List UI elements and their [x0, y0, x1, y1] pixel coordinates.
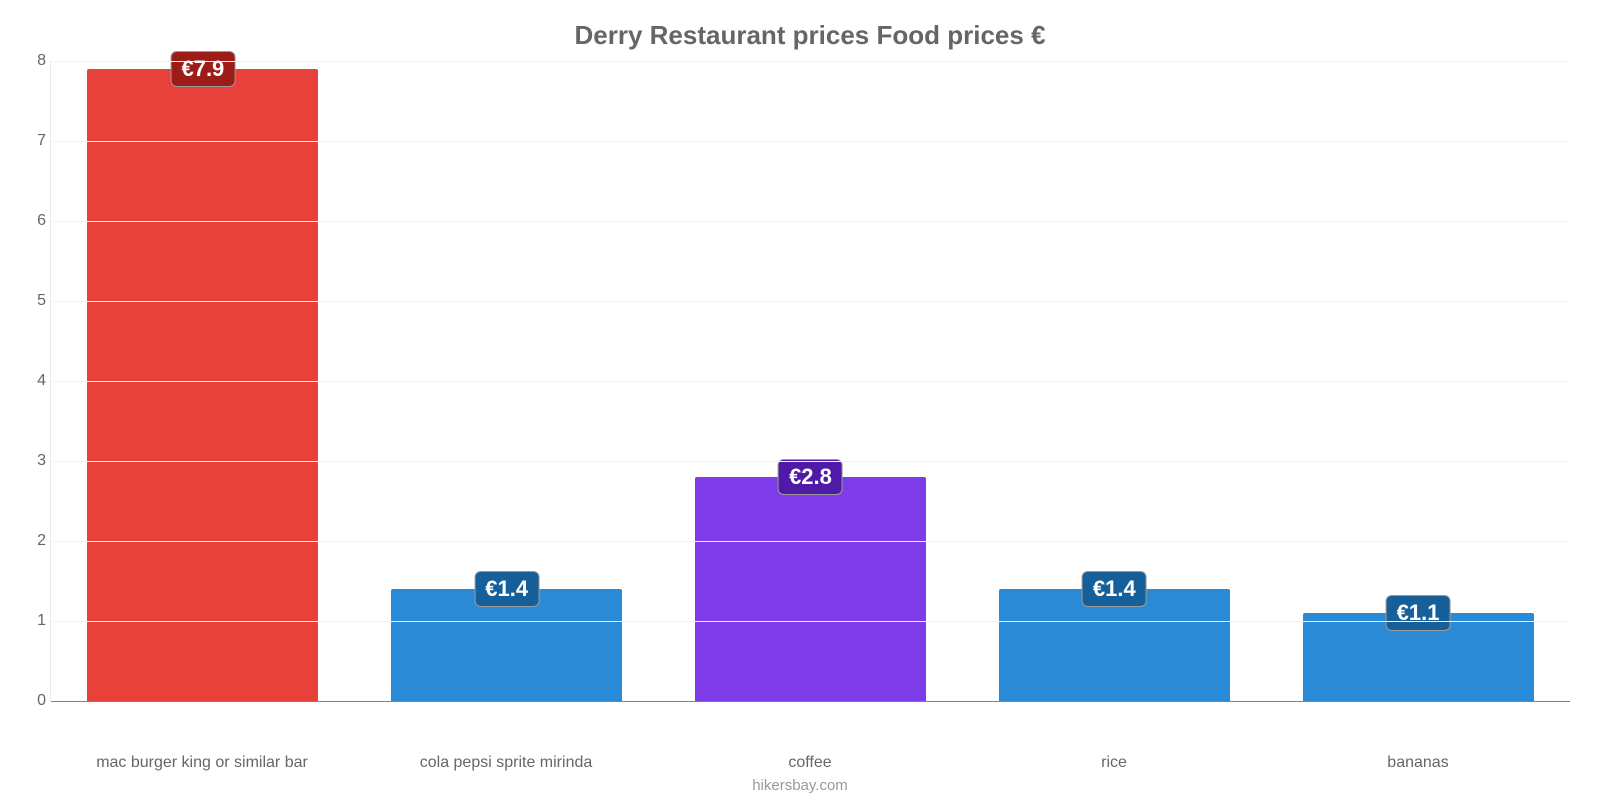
y-tick-label: 3: [21, 452, 46, 470]
gridline: [51, 61, 1570, 62]
x-tick-label: coffee: [658, 746, 962, 772]
bar: €7.9: [87, 69, 318, 701]
bar-value-label: €1.1: [1386, 595, 1451, 631]
x-tick-label: bananas: [1266, 746, 1570, 772]
y-tick-label: 6: [21, 212, 46, 230]
y-tick-label: 7: [21, 132, 46, 150]
gridline: [51, 621, 1570, 622]
bar: €1.1: [1303, 613, 1534, 701]
x-tick-label: cola pepsi sprite mirinda: [354, 746, 658, 772]
bar-value-label: €1.4: [474, 571, 539, 607]
gridline: [51, 461, 1570, 462]
plot-area: €7.9€1.4€2.8€1.4€1.1 012345678: [50, 61, 1570, 701]
x-tick-label: rice: [962, 746, 1266, 772]
gridline: [51, 381, 1570, 382]
y-tick-label: 4: [21, 372, 46, 390]
bar: €2.8: [695, 477, 926, 701]
bar-value-label: €1.4: [1082, 571, 1147, 607]
y-tick-label: 5: [21, 292, 46, 310]
gridline: [51, 221, 1570, 222]
y-tick-label: 0: [21, 692, 46, 710]
bar: €1.4: [999, 589, 1230, 701]
gridline: [51, 301, 1570, 302]
y-tick-label: 1: [21, 612, 46, 630]
gridline: [51, 541, 1570, 542]
gridline: [51, 701, 1570, 702]
y-tick-label: 2: [21, 532, 46, 550]
footer-credit: hikersbay.com: [0, 777, 1600, 794]
bar-value-label: €7.9: [170, 51, 235, 87]
y-tick-label: 8: [21, 52, 46, 70]
bar: €1.4: [391, 589, 622, 701]
gridline: [51, 141, 1570, 142]
x-axis-labels: mac burger king or similar barcola pepsi…: [50, 746, 1570, 772]
chart-title: Derry Restaurant prices Food prices €: [50, 20, 1570, 51]
bar-value-label: €2.8: [778, 459, 843, 495]
chart-container: Derry Restaurant prices Food prices € €7…: [0, 0, 1600, 800]
x-tick-label: mac burger king or similar bar: [50, 746, 354, 772]
